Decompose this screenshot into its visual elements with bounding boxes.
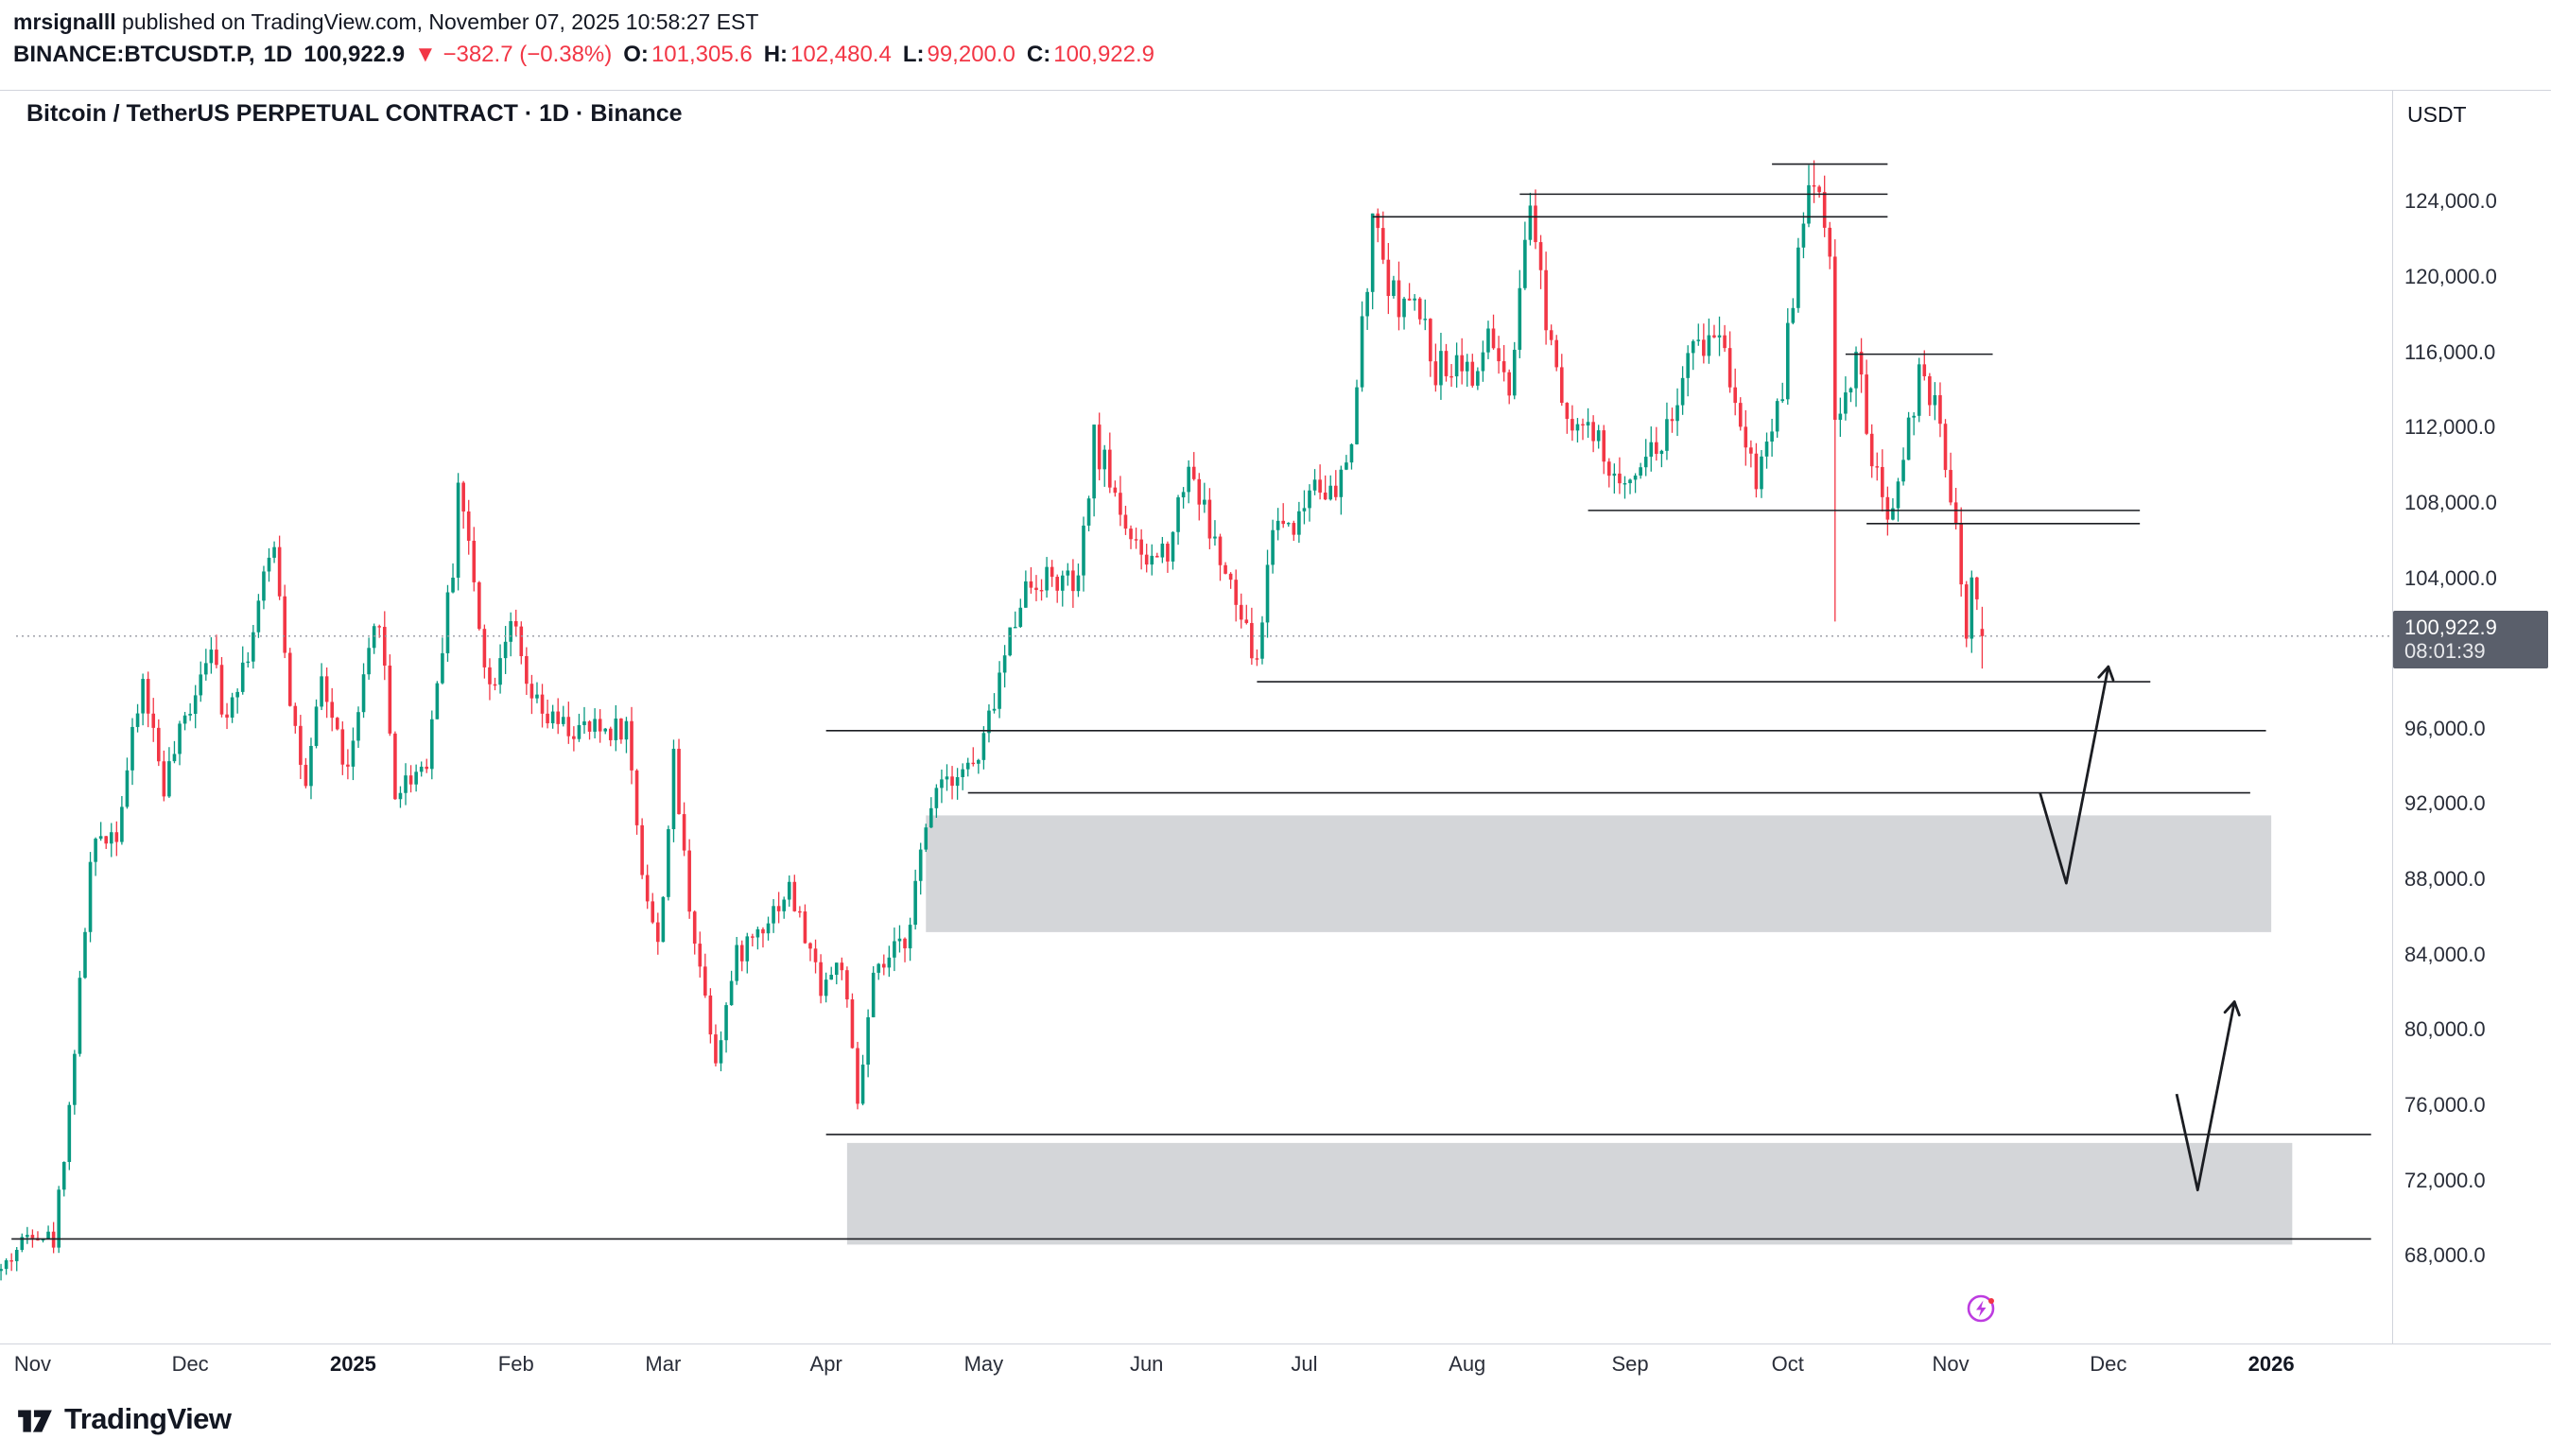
symbol-ohlc-bar: BINANCE:BTCUSDT.P, 1D 100,922.9 ▼ −382.7… [13,42,1154,68]
open-label: O: [623,42,649,67]
price-axis-label: 112,000.0 [2404,415,2496,440]
drawing-hlines [11,163,2371,1240]
interval-label[interactable]: 1D [263,42,293,67]
flash-icon-svg [1967,1294,1995,1323]
price-axis-label: 68,000.0 [2404,1243,2486,1268]
supply-demand-zone [926,815,2272,932]
price-axis-label: 104,000.0 [2404,565,2497,590]
price-axis-label: 92,000.0 [2404,791,2486,816]
tradingview-attribution[interactable]: TradingView [15,1399,232,1439]
high-label: H: [763,42,789,67]
low-label: L: [902,42,925,67]
chart-top-border [0,90,2551,91]
price-badge-countdown: 08:01:39 [2404,638,2486,663]
price-axis[interactable]: 124,000.0 120,000.0 116,000.0 112,000.0 108,… [2393,0,2551,1456]
price-change: ▼ −382.7 (−0.38%) [414,42,613,67]
price-badge-value: 100,922.9 [2404,615,2497,639]
price-axis-label: 84,000.0 [2404,942,2486,966]
trend-arrow [2175,1001,2236,1192]
last-price: 100,922.9 [304,42,406,67]
price-axis-label: 76,000.0 [2404,1093,2486,1118]
price-axis-label: 120,000.0 [2404,264,2497,288]
price-badge: 100,922.9 08:01:39 [2393,610,2548,668]
time-axis-border [0,1343,2551,1344]
price-axis-label: 108,000.0 [2404,490,2497,514]
author-name: mrsignalll [13,9,116,34]
close-value: 100,922.9 [1053,42,1155,67]
price-axis-label: 96,000.0 [2404,716,2486,740]
candles [0,160,1985,1281]
currency-label[interactable]: USDT [2407,102,2467,127]
price-axis-label: 80,000.0 [2404,1017,2486,1042]
supply-demand-zone [846,1142,2293,1245]
publish-info: mrsignalll published on TradingView.com,… [13,9,758,35]
price-axis-border [2392,90,2393,1344]
price-axis-label: 124,000.0 [2404,189,2497,214]
high-value: 102,480.4 [790,42,892,67]
tradingview-brand-text: TradingView [64,1402,232,1435]
price-axis-label: 72,000.0 [2404,1168,2486,1192]
symbol-name[interactable]: BINANCE:BTCUSDT.P, [13,42,255,67]
tradingview-logo-icon [18,1410,52,1432]
chart-legend-title[interactable]: Bitcoin / TetherUS PERPETUAL CONTRACT · … [26,100,683,127]
trend-arrow [2039,666,2110,885]
drawing-arrows [2039,665,2241,1192]
drawing-zones [846,815,2293,1245]
open-value: 101,305.6 [651,42,753,67]
price-axis-label: 116,000.0 [2404,339,2496,364]
price-axis-label: 88,000.0 [2404,867,2486,892]
flash-idea-icon[interactable] [1966,1292,1998,1325]
low-value: 99,200.0 [927,42,1015,67]
close-label: C: [1026,42,1051,67]
publish-text: published on TradingView.com, November 0… [115,9,759,34]
